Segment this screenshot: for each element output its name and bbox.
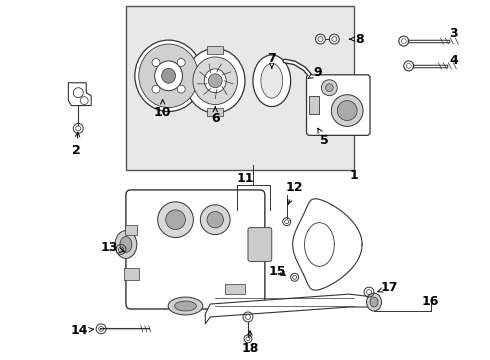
Polygon shape: [69, 83, 91, 105]
Text: 1: 1: [350, 168, 359, 181]
Bar: [126, 6, 354, 170]
Ellipse shape: [261, 63, 283, 98]
Circle shape: [152, 59, 160, 67]
Text: 6: 6: [211, 107, 220, 125]
Circle shape: [337, 100, 357, 121]
FancyBboxPatch shape: [248, 228, 272, 261]
Circle shape: [74, 88, 83, 98]
Bar: [207, 46, 223, 54]
Circle shape: [325, 84, 333, 92]
Bar: [124, 268, 139, 280]
Bar: [125, 225, 137, 235]
Text: 13: 13: [100, 241, 124, 254]
Ellipse shape: [162, 68, 175, 83]
Text: 16: 16: [422, 294, 439, 307]
Text: 4: 4: [449, 54, 458, 67]
Text: 11: 11: [236, 171, 254, 185]
Text: 18: 18: [241, 331, 259, 355]
Circle shape: [321, 80, 337, 96]
Text: 17: 17: [377, 281, 397, 294]
Ellipse shape: [168, 297, 203, 315]
Circle shape: [200, 205, 230, 235]
Ellipse shape: [139, 44, 198, 108]
Text: 12: 12: [286, 181, 303, 204]
Ellipse shape: [120, 237, 132, 252]
Ellipse shape: [155, 61, 182, 91]
Text: 10: 10: [154, 100, 172, 119]
Ellipse shape: [370, 297, 378, 307]
Circle shape: [331, 95, 363, 126]
Ellipse shape: [115, 231, 137, 258]
Circle shape: [177, 59, 185, 67]
Text: 7: 7: [268, 53, 276, 68]
Text: 5: 5: [318, 128, 329, 147]
Circle shape: [152, 85, 160, 93]
Ellipse shape: [253, 55, 291, 107]
Text: 2: 2: [72, 132, 81, 157]
Text: 8: 8: [349, 33, 364, 46]
Text: 15: 15: [269, 265, 287, 278]
Ellipse shape: [193, 57, 238, 105]
FancyBboxPatch shape: [126, 190, 265, 309]
Circle shape: [166, 210, 185, 230]
Text: 14: 14: [71, 324, 94, 337]
Circle shape: [207, 212, 223, 228]
Ellipse shape: [174, 301, 196, 311]
Bar: [225, 284, 245, 294]
Bar: [310, 96, 319, 113]
FancyBboxPatch shape: [307, 75, 370, 135]
Circle shape: [177, 85, 185, 93]
Ellipse shape: [367, 293, 381, 311]
Text: 3: 3: [449, 27, 458, 40]
Bar: [207, 108, 223, 116]
Ellipse shape: [185, 49, 245, 113]
Ellipse shape: [204, 69, 226, 93]
Ellipse shape: [135, 40, 202, 112]
Circle shape: [158, 202, 194, 238]
Circle shape: [208, 74, 222, 88]
Polygon shape: [205, 294, 374, 324]
Text: 9: 9: [308, 66, 322, 79]
